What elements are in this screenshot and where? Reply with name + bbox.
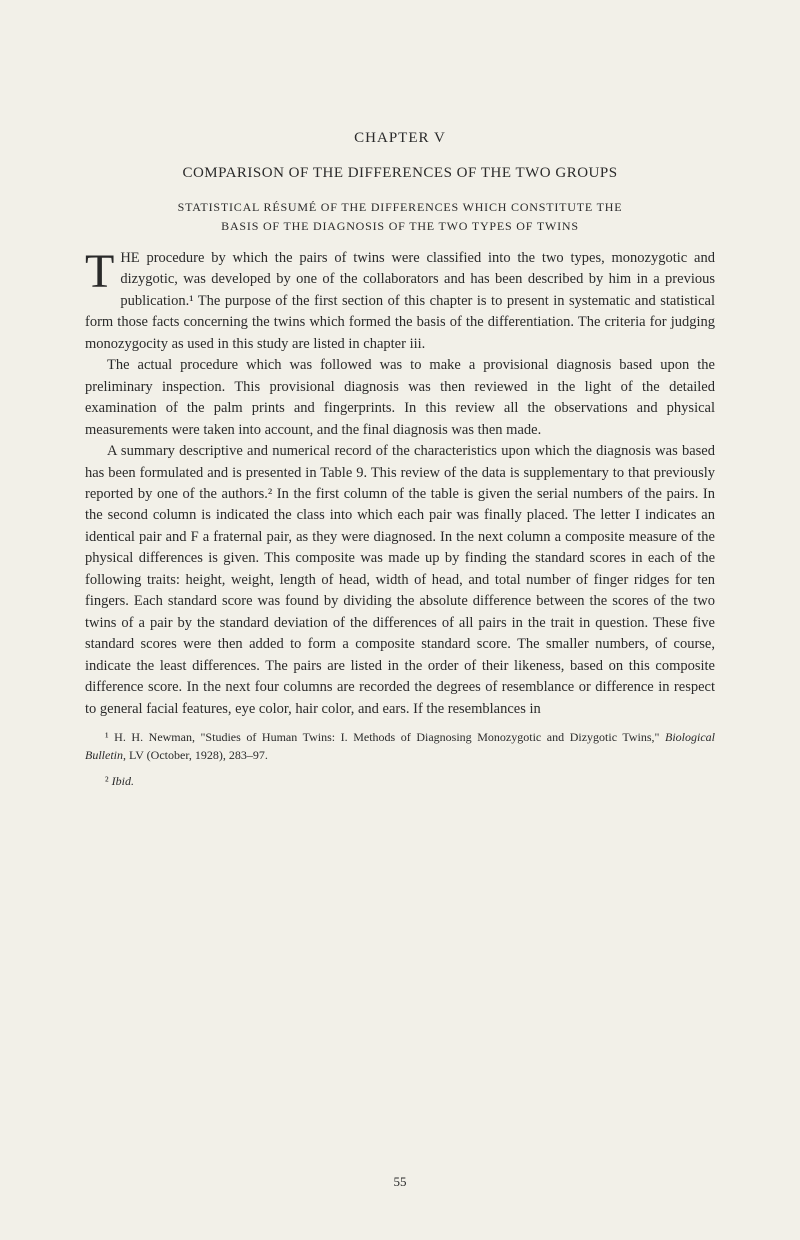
- paragraph-2: The actual procedure which was followed …: [85, 355, 715, 441]
- footnote-1-text-end: , LV (October, 1928), 283–97.: [123, 748, 268, 762]
- footnote-2-italic: Ibid.: [109, 774, 134, 788]
- footnote-2: ² Ibid.: [85, 772, 715, 790]
- page-number: 55: [0, 1174, 800, 1190]
- footnote-1-text: H. H. Newman, "Studies of Human Twins: I…: [109, 730, 665, 744]
- section-title: COMPARISON OF THE DIFFERENCES OF THE TWO…: [85, 165, 715, 182]
- subsection-title-line1: STATISTICAL RÉSUMÉ OF THE DIFFERENCES WH…: [85, 200, 715, 215]
- paragraph-1-text: HE procedure by which the pairs of twins…: [85, 250, 715, 352]
- footnote-1: ¹ H. H. Newman, "Studies of Human Twins:…: [85, 728, 715, 764]
- drop-cap: T: [85, 251, 114, 293]
- chapter-label: CHAPTER V: [85, 130, 715, 147]
- paragraph-1: THE procedure by which the pairs of twin…: [85, 248, 715, 355]
- paragraph-3: A summary descriptive and numerical reco…: [85, 441, 715, 720]
- subsection-title-line2: BASIS OF THE DIAGNOSIS OF THE TWO TYPES …: [85, 219, 715, 234]
